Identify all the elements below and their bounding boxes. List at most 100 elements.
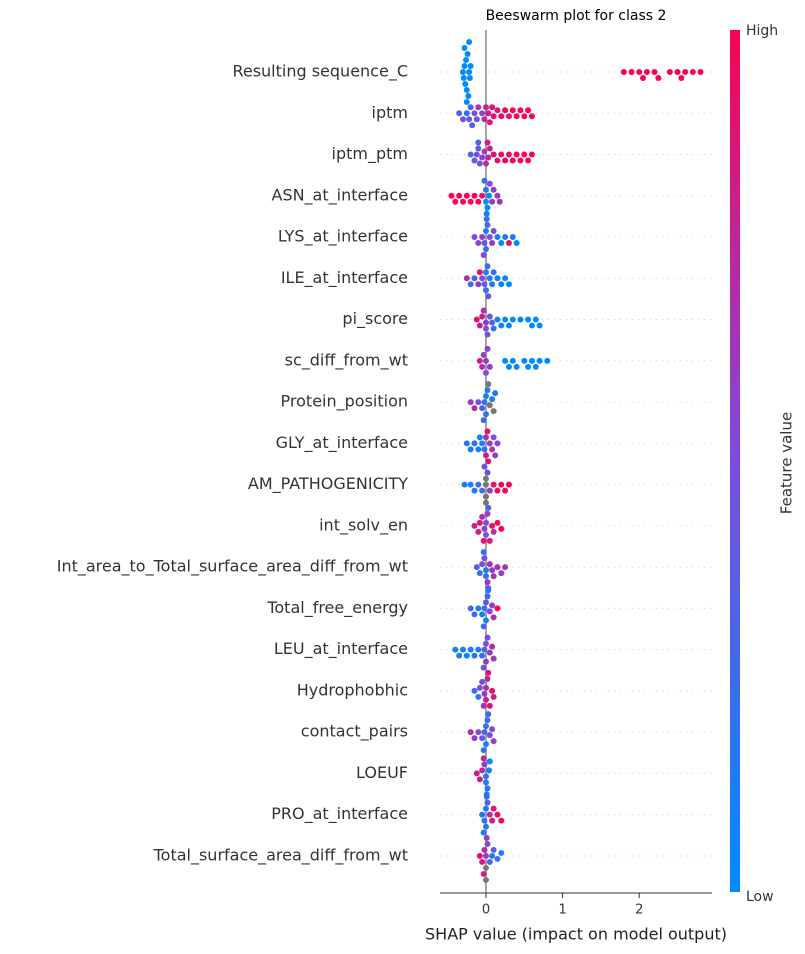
shap-point — [505, 240, 512, 247]
shap-point — [486, 487, 493, 494]
shap-point — [467, 399, 474, 406]
shap-point — [484, 579, 491, 586]
shap-point — [460, 75, 467, 81]
shap-point — [486, 275, 493, 282]
shap-point — [502, 487, 509, 494]
shap-point — [464, 51, 471, 57]
shap-point — [666, 69, 673, 75]
shap-point — [475, 693, 482, 700]
shap-point — [482, 723, 489, 730]
feature-label: Total_free_energy — [266, 598, 408, 618]
shap-point — [482, 228, 489, 235]
shap-point — [484, 139, 491, 146]
feature-label: PRO_at_interface — [271, 804, 408, 824]
shap-point — [651, 69, 658, 75]
shap-point — [490, 434, 497, 441]
shap-point — [489, 567, 496, 574]
shap-point — [471, 157, 478, 164]
shap-point — [509, 107, 516, 114]
shap-point — [482, 393, 489, 400]
shap-point — [476, 852, 483, 859]
feature-label: ILE_at_interface — [281, 268, 408, 288]
shap-point — [532, 363, 539, 370]
shap-point — [479, 611, 486, 618]
shap-point — [484, 840, 491, 847]
shap-point — [482, 864, 489, 871]
shap-point — [484, 263, 491, 270]
shap-point — [482, 741, 489, 748]
shap-point — [480, 549, 487, 556]
shap-point — [475, 399, 482, 406]
shap-point — [467, 198, 474, 205]
feature-label: Resulting sequence_C — [232, 62, 408, 82]
shap-point — [480, 351, 487, 358]
shap-point — [479, 858, 486, 865]
shap-point — [481, 446, 488, 453]
shap-point — [482, 493, 489, 500]
feature-label: Total_surface_area_diff_from_wt — [153, 845, 408, 865]
shap-point — [482, 104, 489, 111]
shap-point — [475, 139, 482, 146]
shap-point — [480, 664, 487, 671]
shap-point — [480, 702, 487, 709]
shap-point — [476, 570, 483, 577]
feature-label: Int_area_to_Total_surface_area_diff_from… — [57, 557, 408, 577]
shap-point — [463, 99, 470, 105]
shap-point — [456, 110, 463, 117]
shap-point — [484, 593, 491, 600]
shap-point — [481, 817, 488, 824]
shap-point — [479, 313, 486, 320]
shap-point — [490, 151, 497, 158]
shap-point — [448, 192, 455, 199]
shap-point — [473, 116, 480, 123]
shap-point — [479, 513, 486, 520]
shap-point — [482, 617, 489, 624]
shap-point — [521, 113, 528, 120]
shap-point — [467, 481, 474, 488]
shap-point — [494, 564, 501, 571]
shap-point — [471, 275, 478, 282]
colorbar-low: Low — [746, 889, 774, 905]
shap-point — [476, 684, 483, 691]
shap-point — [482, 773, 489, 780]
shap-point — [536, 357, 543, 364]
shap-point — [494, 234, 501, 241]
shap-point — [469, 122, 476, 129]
shap-point — [482, 599, 489, 606]
shap-point — [486, 363, 493, 370]
shap-point — [476, 519, 483, 526]
shap-point — [461, 481, 468, 488]
feature-label: iptm — [372, 103, 408, 122]
shap-point — [467, 63, 474, 69]
shap-point — [473, 770, 480, 777]
shap-point — [479, 154, 486, 161]
feature-label: Hydrophobhic — [297, 680, 408, 699]
shap-point — [482, 658, 489, 665]
shap-point — [482, 684, 489, 691]
shap-point — [452, 646, 459, 653]
shap-point — [482, 852, 489, 859]
shap-point — [476, 269, 483, 276]
feature-label: contact_pairs — [301, 722, 408, 742]
shap-point — [525, 157, 532, 164]
shap-point — [498, 525, 505, 532]
colorbar-high: High — [746, 23, 778, 39]
shap-point — [471, 735, 478, 742]
shap-point — [517, 316, 524, 323]
shap-point — [528, 113, 535, 120]
shap-point — [505, 481, 512, 488]
shap-point — [483, 793, 490, 800]
shap-point — [480, 870, 487, 877]
shap-point — [475, 528, 482, 535]
shap-point — [490, 113, 497, 120]
shap-point — [480, 829, 487, 836]
shap-point — [489, 852, 496, 859]
shap-point — [486, 192, 493, 199]
shap-point — [482, 452, 489, 459]
shap-point — [471, 652, 478, 659]
shap-point — [463, 110, 470, 117]
shap-point — [459, 198, 466, 205]
shap-point — [463, 652, 470, 659]
